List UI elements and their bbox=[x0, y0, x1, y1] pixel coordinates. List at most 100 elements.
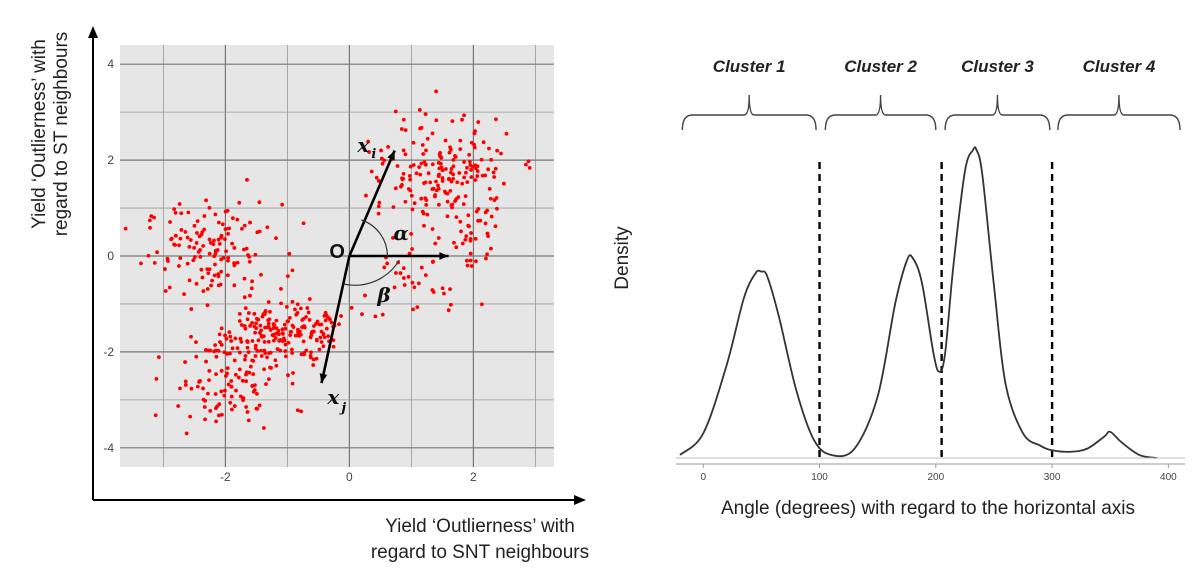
scatter-point bbox=[493, 166, 498, 171]
scatter-point bbox=[174, 233, 178, 238]
scatter-point bbox=[194, 354, 199, 359]
scatter-point bbox=[194, 241, 199, 245]
scatter-point bbox=[391, 235, 395, 240]
scatter-point bbox=[290, 323, 295, 328]
scatter-point bbox=[177, 243, 181, 248]
scatter-point bbox=[306, 310, 311, 315]
scatter-point bbox=[230, 241, 235, 246]
scatter-point bbox=[219, 389, 224, 394]
scatter-point bbox=[214, 372, 218, 377]
scatter-point bbox=[446, 308, 451, 313]
scatter-point bbox=[385, 261, 390, 266]
scatter-point bbox=[412, 285, 417, 290]
scatter-x-tick-label: 0 bbox=[346, 470, 353, 484]
scatter-point bbox=[263, 325, 267, 330]
scatter-point bbox=[177, 264, 181, 268]
scatter-point bbox=[379, 156, 384, 161]
scatter-point bbox=[283, 342, 288, 347]
scatter-point bbox=[219, 269, 224, 274]
scatter-point bbox=[299, 409, 304, 414]
scatter-point bbox=[491, 170, 496, 175]
scatter-point bbox=[178, 256, 183, 261]
scatter-point bbox=[473, 178, 478, 182]
scatter-point bbox=[230, 216, 235, 221]
scatter-point bbox=[195, 219, 200, 224]
scatter-point bbox=[461, 202, 466, 207]
scatter-point bbox=[185, 235, 190, 240]
scatter-point bbox=[225, 208, 230, 213]
scatter-point bbox=[243, 357, 247, 362]
scatter-point bbox=[299, 352, 304, 357]
scatter-point bbox=[248, 220, 252, 225]
scatter-point bbox=[258, 348, 263, 353]
scatter-point bbox=[392, 285, 397, 290]
scatter-point bbox=[224, 249, 228, 254]
scatter-point bbox=[419, 161, 424, 166]
scatter-point bbox=[229, 339, 234, 343]
scatter-point bbox=[440, 176, 445, 180]
scatter-point bbox=[235, 217, 240, 222]
scatter-point bbox=[462, 175, 467, 180]
scatter-point bbox=[422, 181, 426, 186]
density-x-tick-label: 200 bbox=[927, 472, 944, 483]
scatter-point bbox=[265, 355, 269, 360]
scatter-point bbox=[443, 167, 448, 171]
vector-xj-label: x bbox=[326, 385, 340, 409]
scatter-point bbox=[176, 404, 181, 408]
scatter-point bbox=[217, 241, 222, 246]
scatter-point bbox=[257, 403, 262, 408]
scatter-point bbox=[238, 336, 243, 341]
scatter-point bbox=[391, 205, 396, 210]
vector-xj-subscript: j bbox=[338, 401, 346, 416]
scatter-point bbox=[442, 291, 446, 296]
scatter-point bbox=[466, 213, 471, 218]
scatter-point bbox=[452, 240, 456, 245]
origin-label: O bbox=[329, 241, 345, 263]
scatter-point bbox=[467, 159, 472, 164]
scatter-point bbox=[449, 167, 454, 171]
scatter-point bbox=[431, 186, 436, 191]
scatter-point bbox=[196, 250, 201, 254]
scatter-point bbox=[243, 354, 248, 358]
scatter-point bbox=[253, 252, 258, 257]
scatter-point bbox=[423, 112, 428, 117]
scatter-x-axis-title-line1: Yield ‘Outlierness’ with bbox=[385, 516, 575, 537]
scatter-point bbox=[418, 172, 423, 177]
cluster-label: Cluster 2 bbox=[844, 57, 917, 76]
scatter-point bbox=[463, 237, 468, 242]
vector-xi bbox=[348, 149, 396, 257]
scatter-point bbox=[438, 161, 443, 166]
scatter-point bbox=[245, 410, 250, 414]
scatter-point bbox=[197, 380, 201, 384]
scatter-point bbox=[147, 218, 152, 223]
scatter-point bbox=[253, 346, 258, 351]
scatter-point bbox=[169, 237, 174, 242]
scatter-point bbox=[418, 126, 423, 131]
scatter-point bbox=[527, 166, 532, 170]
scatter-point bbox=[469, 264, 474, 268]
scatter-point bbox=[376, 211, 381, 216]
scatter-point bbox=[243, 306, 248, 310]
scatter-point bbox=[250, 321, 254, 325]
scatter-point bbox=[440, 179, 445, 183]
scatter-point bbox=[207, 267, 212, 272]
scatter-point bbox=[167, 285, 172, 290]
scatter-point bbox=[321, 344, 326, 349]
vector-xj bbox=[320, 255, 351, 384]
scatter-point bbox=[207, 205, 212, 210]
scatter-point bbox=[206, 271, 211, 276]
scatter-point bbox=[290, 381, 295, 386]
scatter-point bbox=[266, 318, 271, 323]
scatter-point bbox=[421, 211, 426, 216]
scatter-point bbox=[485, 208, 490, 213]
scatter-point bbox=[495, 206, 499, 211]
scatter-point bbox=[314, 356, 319, 361]
scatter-point bbox=[146, 253, 151, 258]
scatter-point bbox=[319, 322, 324, 327]
scatter-point bbox=[238, 394, 243, 399]
scatter-point bbox=[224, 227, 229, 231]
scatter-point bbox=[241, 398, 246, 403]
vector-xi-label: x bbox=[356, 133, 370, 157]
scatter-point bbox=[301, 221, 306, 226]
scatter-point bbox=[489, 214, 494, 219]
